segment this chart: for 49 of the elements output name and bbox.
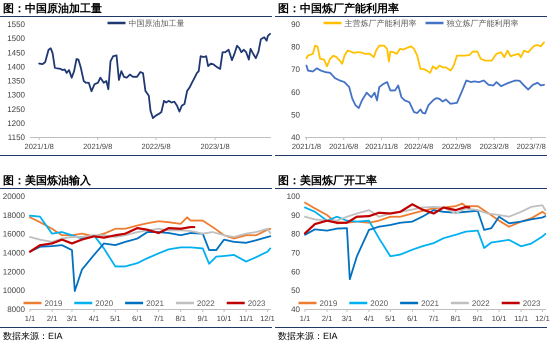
y-tick-label: 70: [291, 248, 301, 258]
legend-label: 2023: [522, 299, 542, 308]
y-tick-label: 20000: [2, 192, 26, 201]
y-tick-label: 80: [291, 230, 301, 239]
y-tick-label: 8000: [7, 305, 26, 314]
legend-label: 2021: [421, 299, 440, 308]
y-tick-label: 90: [291, 210, 301, 220]
chart-title: 图：美国炼厂开工率: [278, 174, 377, 187]
chart-title: 图：美国炼油输入: [3, 174, 92, 187]
y-tick-label: 14000: [2, 248, 26, 258]
legend-label: 2022: [196, 299, 216, 308]
y-tick-label: 1400: [7, 62, 26, 72]
y-tick-label: 1350: [7, 76, 26, 86]
legend-label: 2020: [370, 299, 389, 308]
y-tick-label: 12000: [2, 267, 26, 276]
legend-label: 2022: [472, 299, 490, 308]
chart-title: 图：中国炼厂产能利用率: [278, 2, 399, 15]
y-tick-label: 16000: [2, 230, 26, 239]
y-tick-label: 60: [291, 267, 301, 276]
y-tick-label: 40: [291, 133, 301, 142]
source-note: 数据来源：EIA: [278, 331, 338, 341]
y-tick-label: 1550: [7, 20, 26, 29]
y-tick-label: 50: [291, 286, 301, 296]
source-note: 数据来源：EIA: [3, 331, 63, 341]
y-tick-label: 50: [291, 110, 301, 120]
legend: 中国原油加工量: [108, 19, 184, 28]
y-tick-label: 10000: [2, 286, 26, 296]
legend-label: 2019: [44, 299, 63, 308]
y-tick-label: 1250: [7, 104, 26, 114]
y-tick-label: 90: [291, 20, 301, 29]
legend-label: 中国原油加工量: [128, 19, 184, 28]
y-tick-label: 18000: [2, 210, 26, 220]
y-tick-label: 100: [286, 192, 301, 201]
y-tick-label: 80: [291, 42, 301, 52]
legend-label: 主营炼厂产能利用率: [344, 19, 416, 28]
y-tick-label: 1200: [7, 118, 26, 128]
legend-label: 2021: [146, 299, 164, 308]
y-tick-label: 1500: [7, 34, 26, 44]
y-tick-label: 1450: [7, 48, 26, 58]
chart-title: 图：中国原油加工量: [3, 2, 102, 15]
y-tick-label: 1300: [7, 90, 26, 100]
legend-label: 2023: [248, 299, 266, 308]
legend-label: 2019: [320, 299, 338, 308]
legend-label: 独立炼厂产能利用率: [446, 19, 518, 28]
y-tick-label: 40: [291, 305, 301, 314]
y-tick-label: 1150: [8, 133, 26, 142]
legend-label: 2020: [95, 299, 114, 308]
y-tick-label: 60: [291, 88, 301, 97]
y-tick-label: 70: [291, 65, 301, 74]
